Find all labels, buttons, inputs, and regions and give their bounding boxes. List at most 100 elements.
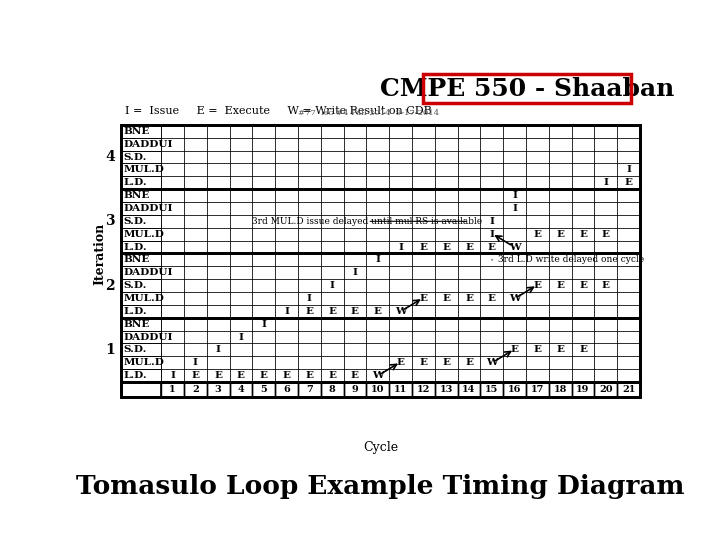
Bar [207, 356, 230, 369]
Bar [121, 356, 161, 369]
Bar [161, 305, 184, 318]
Bar [298, 318, 320, 330]
Bar [480, 279, 503, 292]
Text: I: I [512, 204, 517, 213]
Text: I: I [512, 191, 517, 200]
Bar [572, 343, 595, 356]
Bar [275, 241, 298, 253]
Bar [526, 253, 549, 266]
Bar [230, 189, 252, 202]
Bar [121, 279, 161, 292]
Bar [617, 228, 640, 241]
Bar [549, 330, 572, 343]
Bar [161, 202, 184, 215]
Text: I =  Issue     E =  Execute     W = Write Result on CDB: I = Issue E = Execute W = Write Result o… [125, 106, 432, 116]
Bar [298, 138, 320, 151]
Bar [595, 189, 617, 202]
Bar [526, 356, 549, 369]
Bar [480, 164, 503, 176]
Bar [230, 253, 252, 266]
Bar [435, 241, 458, 253]
Text: L.D.: L.D. [123, 307, 147, 316]
Bar [526, 189, 549, 202]
Bar [526, 125, 549, 138]
Bar [458, 151, 480, 164]
Bar [572, 151, 595, 164]
Bar [207, 305, 230, 318]
Bar [595, 253, 617, 266]
Text: I: I [284, 307, 289, 316]
Bar [526, 382, 549, 397]
Bar [549, 138, 572, 151]
Bar [390, 189, 412, 202]
Bar [595, 176, 617, 189]
Bar [366, 369, 390, 382]
Bar [275, 292, 298, 305]
Text: E: E [487, 294, 496, 303]
Bar [412, 382, 435, 397]
Bar [184, 369, 207, 382]
Text: E: E [328, 307, 336, 316]
Bar [617, 318, 640, 330]
Bar [275, 266, 298, 279]
Bar [366, 318, 390, 330]
Bar [458, 164, 480, 176]
Bar [161, 228, 184, 241]
Bar [161, 343, 184, 356]
Bar [207, 202, 230, 215]
Bar [572, 228, 595, 241]
Bar [161, 241, 184, 253]
Text: E: E [534, 346, 541, 354]
Bar [121, 382, 161, 397]
Text: S.D.: S.D. [123, 152, 147, 161]
Bar [390, 138, 412, 151]
Text: 8: 8 [329, 385, 336, 394]
Bar [595, 330, 617, 343]
Bar [121, 241, 161, 253]
Bar [320, 343, 343, 356]
Bar [320, 279, 343, 292]
Bar [458, 343, 480, 356]
Bar [412, 164, 435, 176]
Bar [412, 369, 435, 382]
Bar [503, 253, 526, 266]
Bar [121, 125, 161, 138]
Text: 6: 6 [283, 385, 290, 394]
Bar [390, 215, 412, 228]
Bar [617, 151, 640, 164]
Text: I: I [215, 346, 220, 354]
Bar [252, 189, 275, 202]
Bar [161, 138, 184, 151]
Bar [121, 151, 161, 164]
Bar [423, 74, 631, 103]
Bar [617, 305, 640, 318]
Bar [503, 369, 526, 382]
Bar [526, 202, 549, 215]
Bar [320, 164, 343, 176]
Bar [161, 369, 184, 382]
Bar [184, 176, 207, 189]
Bar [207, 125, 230, 138]
Bar [595, 215, 617, 228]
Bar [435, 215, 458, 228]
Bar [595, 318, 617, 330]
Bar [320, 202, 343, 215]
Bar [503, 151, 526, 164]
Bar [343, 279, 366, 292]
Bar [343, 125, 366, 138]
Text: I: I [603, 178, 608, 187]
Bar [435, 176, 458, 189]
Bar [526, 176, 549, 189]
Bar [230, 292, 252, 305]
Bar [617, 189, 640, 202]
Bar [366, 189, 390, 202]
Bar [435, 228, 458, 241]
Bar [366, 356, 390, 369]
Bar [503, 356, 526, 369]
Bar [572, 382, 595, 397]
Bar [526, 228, 549, 241]
Text: E: E [260, 371, 268, 380]
Text: E: E [557, 230, 564, 239]
Bar [275, 356, 298, 369]
Bar [526, 318, 549, 330]
